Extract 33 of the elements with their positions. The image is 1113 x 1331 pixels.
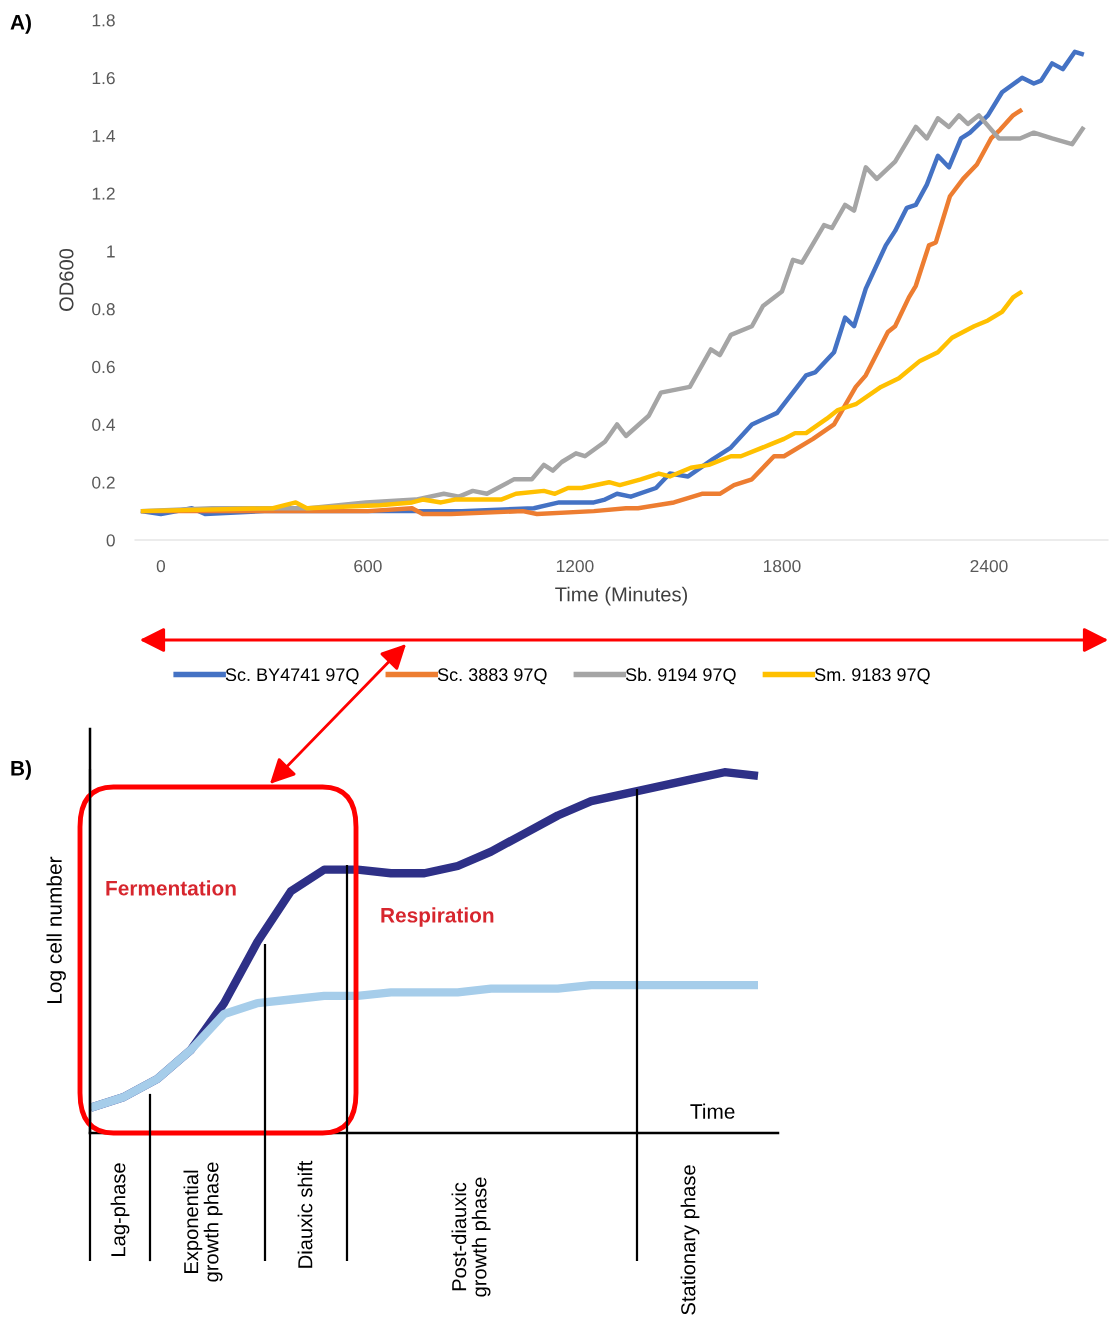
y-tick-label: 0 — [106, 534, 115, 547]
text: Lag-phase — [110, 1163, 130, 1256]
x-tick-label: 1800 — [763, 559, 801, 573]
text: Stationary phase — [680, 1165, 700, 1315]
annotation: Respiration — [381, 907, 494, 927]
y-tick-label: 1.4 — [92, 129, 116, 142]
line-series — [138, 289, 1025, 514]
x-tick-label: 1200 — [556, 559, 594, 573]
x-tick-label: 2400 — [970, 559, 1008, 573]
text: Diauxic shift — [297, 1160, 313, 1268]
x-tick-label: 600 — [354, 559, 382, 573]
legend-label: Sb. 9194 97Q — [625, 667, 736, 685]
text: B) — [11, 760, 31, 780]
legend-label: Sc. BY4741 97Q — [225, 668, 359, 685]
x-axis-title: Time (Minutes) — [555, 586, 688, 606]
text: A) — [10, 14, 31, 34]
legend-label: Sc. 3883 97Q — [437, 668, 547, 685]
text: Exponential growth phase — [183, 1162, 223, 1282]
y-tick-label: 0.8 — [92, 303, 115, 316]
x-axis-title: Time — [690, 1103, 735, 1119]
x-tick-label: 0 — [156, 559, 166, 573]
y-tick-label: 1.2 — [92, 187, 115, 200]
y-tick-label: 1 — [107, 245, 115, 258]
y-tick-label: 1.6 — [92, 71, 115, 85]
y-axis-title: Log cell number — [46, 856, 66, 1003]
y-tick-label: 0.4 — [92, 418, 116, 431]
annotation: Fermentation — [106, 880, 236, 896]
y-axis-title: OD600 — [59, 248, 74, 311]
y-tick-label: 0.2 — [92, 476, 115, 489]
y-tick-label: 0.6 — [92, 360, 115, 374]
text: Post-diauxic growth phase — [451, 1177, 491, 1297]
y-tick-label: 1.8 — [92, 14, 115, 27]
legend-label: Sm. 9183 97Q — [815, 668, 930, 685]
